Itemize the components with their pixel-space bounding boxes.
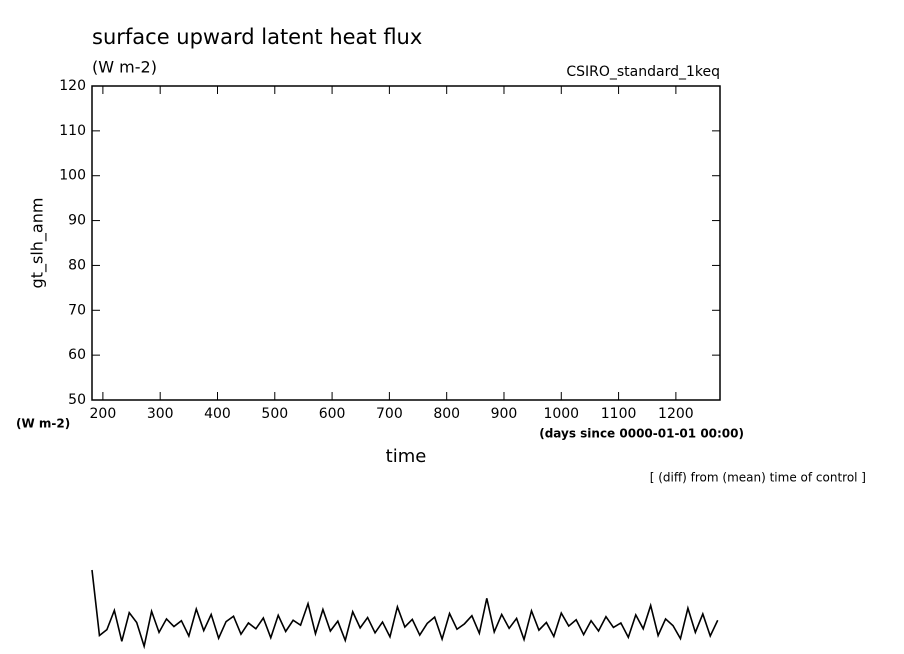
x-tick-label: 1000 [543,406,579,422]
x-tick-label: 800 [433,406,460,422]
experiment-label: CSIRO_standard_1keq [566,64,720,80]
y-tick-label: 70 [68,302,86,318]
note: [ (diff) from (mean) time of control ] [650,471,866,485]
y-tick-label: 110 [59,123,86,139]
y-axis-label: gt_slh_anm [28,198,48,289]
y-tick-label: 50 [68,392,86,408]
y-tick-label: 120 [59,78,86,94]
series-line [91,569,719,650]
x-tick-label: 1100 [601,406,637,422]
chart-subtitle: (W m-2) [92,58,157,77]
x-tick-label: 500 [261,406,288,422]
y-tick-label: 60 [68,347,86,363]
y-tick-label: 90 [68,213,86,229]
y-tick-label: 80 [68,257,86,273]
x-tick-label: 1200 [658,406,694,422]
x-units: (days since 0000-01-01 00:00) [539,427,744,441]
plot-frame [91,85,721,401]
chart-title: surface upward latent heat flux [92,25,422,49]
x-tick-label: 700 [376,406,403,422]
x-tick-label: 900 [491,406,518,422]
x-axis-label: time [386,446,427,467]
x-tick-label: 200 [90,406,117,422]
y-units: (W m-2) [16,417,70,431]
y-tick-label: 100 [59,168,86,184]
x-tick-label: 300 [147,406,174,422]
x-tick-label: 600 [319,406,346,422]
x-tick-label: 400 [204,406,231,422]
